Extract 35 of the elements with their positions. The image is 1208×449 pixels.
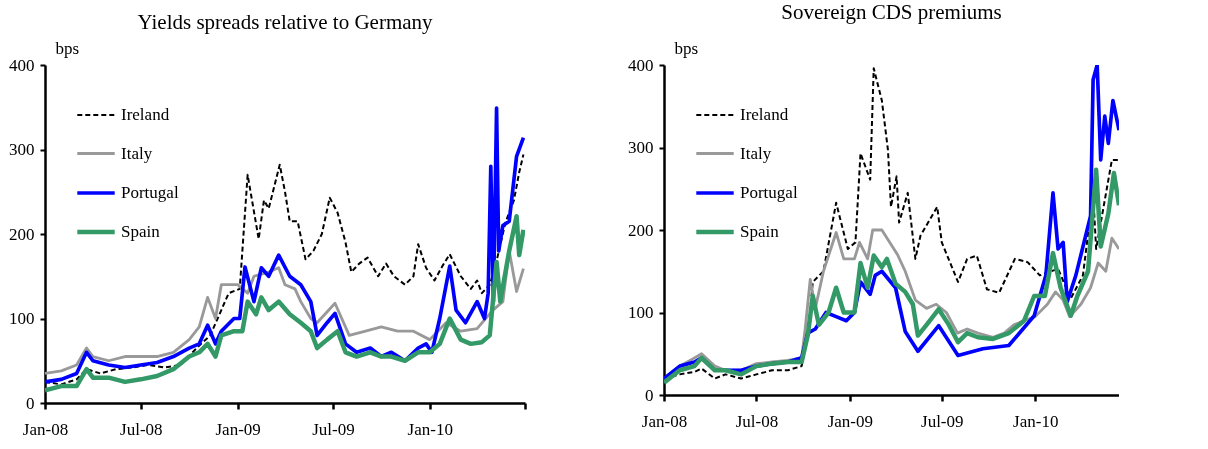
y-tick-label: 0 xyxy=(645,385,654,405)
line-series xyxy=(45,106,525,384)
legend-label: Italy xyxy=(740,143,772,163)
y-tick-label: 200 xyxy=(9,224,35,244)
x-tick-label: Jan-08 xyxy=(641,411,688,431)
x-tick-label: Jan-10 xyxy=(407,419,453,439)
chart-title: Yields spreads relative to Germany xyxy=(137,10,434,34)
x-tick-label: Jul-08 xyxy=(735,411,779,431)
y-tick-label: 300 xyxy=(9,140,35,159)
y-tick-label: 200 xyxy=(628,220,654,240)
legend-label: Portugal xyxy=(121,183,179,202)
x-tick-label: Jul-08 xyxy=(120,419,163,439)
x-tick-label: Jan-09 xyxy=(827,411,874,431)
legend-label: Spain xyxy=(740,222,780,241)
legend-label: Spain xyxy=(121,222,161,241)
y-tick-label: 100 xyxy=(9,309,35,328)
y-tick-label: 100 xyxy=(628,303,654,322)
x-tick-label: Jan-08 xyxy=(22,419,69,439)
x-tick-label: Jul-09 xyxy=(921,411,964,431)
legend-label: Portugal xyxy=(740,183,798,202)
y-tick-label: 400 xyxy=(628,55,654,75)
y-axis-title: bps xyxy=(55,38,80,58)
chart-title: Sovereign CDS premiums xyxy=(781,0,1002,24)
y-tick-label: 0 xyxy=(26,393,35,413)
legend-label: Ireland xyxy=(740,105,789,124)
x-tick-label: Jan-10 xyxy=(1013,411,1059,431)
x-tick-label: Jul-09 xyxy=(312,419,355,439)
line-series xyxy=(45,214,525,393)
x-tick-label: Jan-09 xyxy=(215,419,261,439)
line-series xyxy=(664,167,1119,385)
legend-label: Ireland xyxy=(121,105,170,124)
y-tick-label: 400 xyxy=(9,55,35,75)
y-tick-label: 300 xyxy=(628,138,654,157)
legend-label: Italy xyxy=(121,143,153,163)
y-axis-title: bps xyxy=(674,38,699,58)
